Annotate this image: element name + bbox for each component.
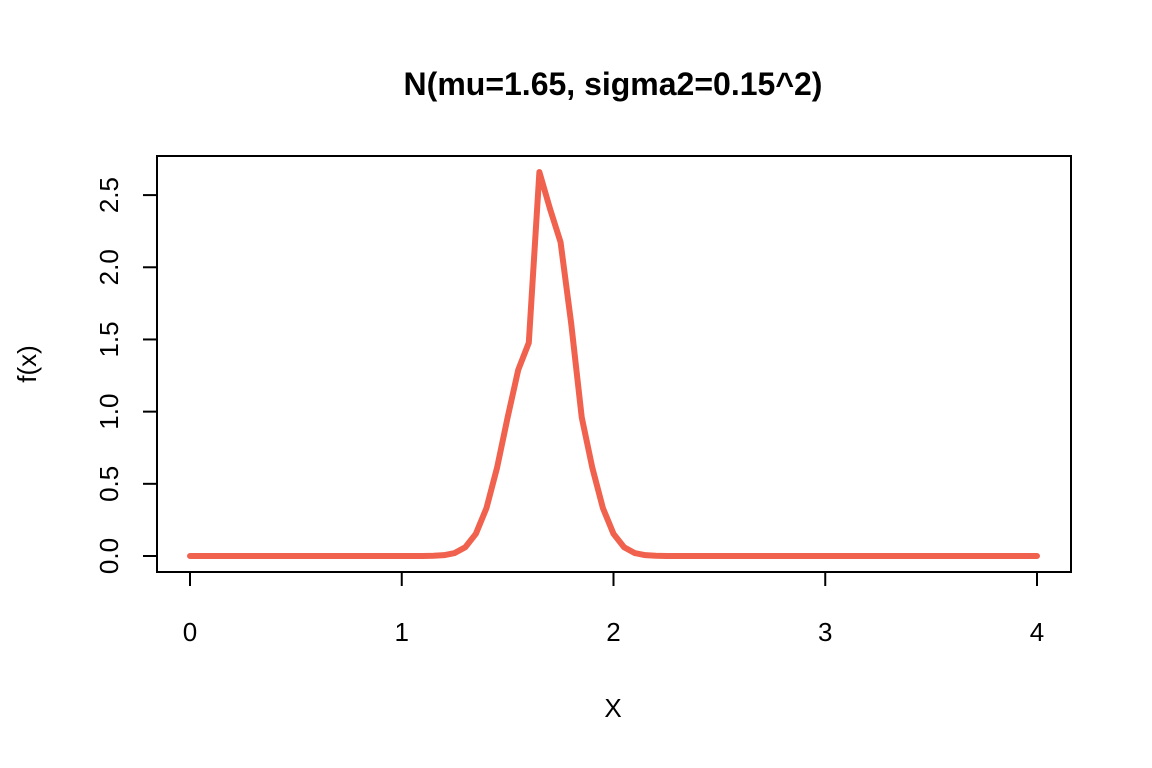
- x-tick-label: 0: [183, 617, 197, 647]
- y-tick-label: 2.5: [94, 177, 124, 213]
- x-axis-label: X: [604, 693, 621, 723]
- y-tick-label: 1.0: [94, 394, 124, 430]
- y-tick-label: 1.5: [94, 321, 124, 357]
- x-tick-label: 2: [606, 617, 620, 647]
- x-axis: 0 1 2 3 4: [183, 571, 1044, 647]
- y-tick-label: 2.0: [94, 249, 124, 285]
- series-layer: [187, 169, 1040, 559]
- density-line: [187, 169, 1040, 559]
- y-axis-label: f(x): [12, 345, 42, 383]
- plot-area-frame: [156, 155, 1072, 573]
- chart-title: N(mu=1.65, sigma2=0.15^2): [404, 66, 823, 102]
- x-tick-label: 1: [395, 617, 409, 647]
- x-tick-label: 4: [1030, 617, 1044, 647]
- y-tick-label: 0.5: [94, 466, 124, 502]
- y-tick-label: 0.0: [94, 538, 124, 574]
- y-axis: 0.0 0.5 1.0 1.5 2.0 2.5: [94, 177, 158, 574]
- x-tick-label: 3: [818, 617, 832, 647]
